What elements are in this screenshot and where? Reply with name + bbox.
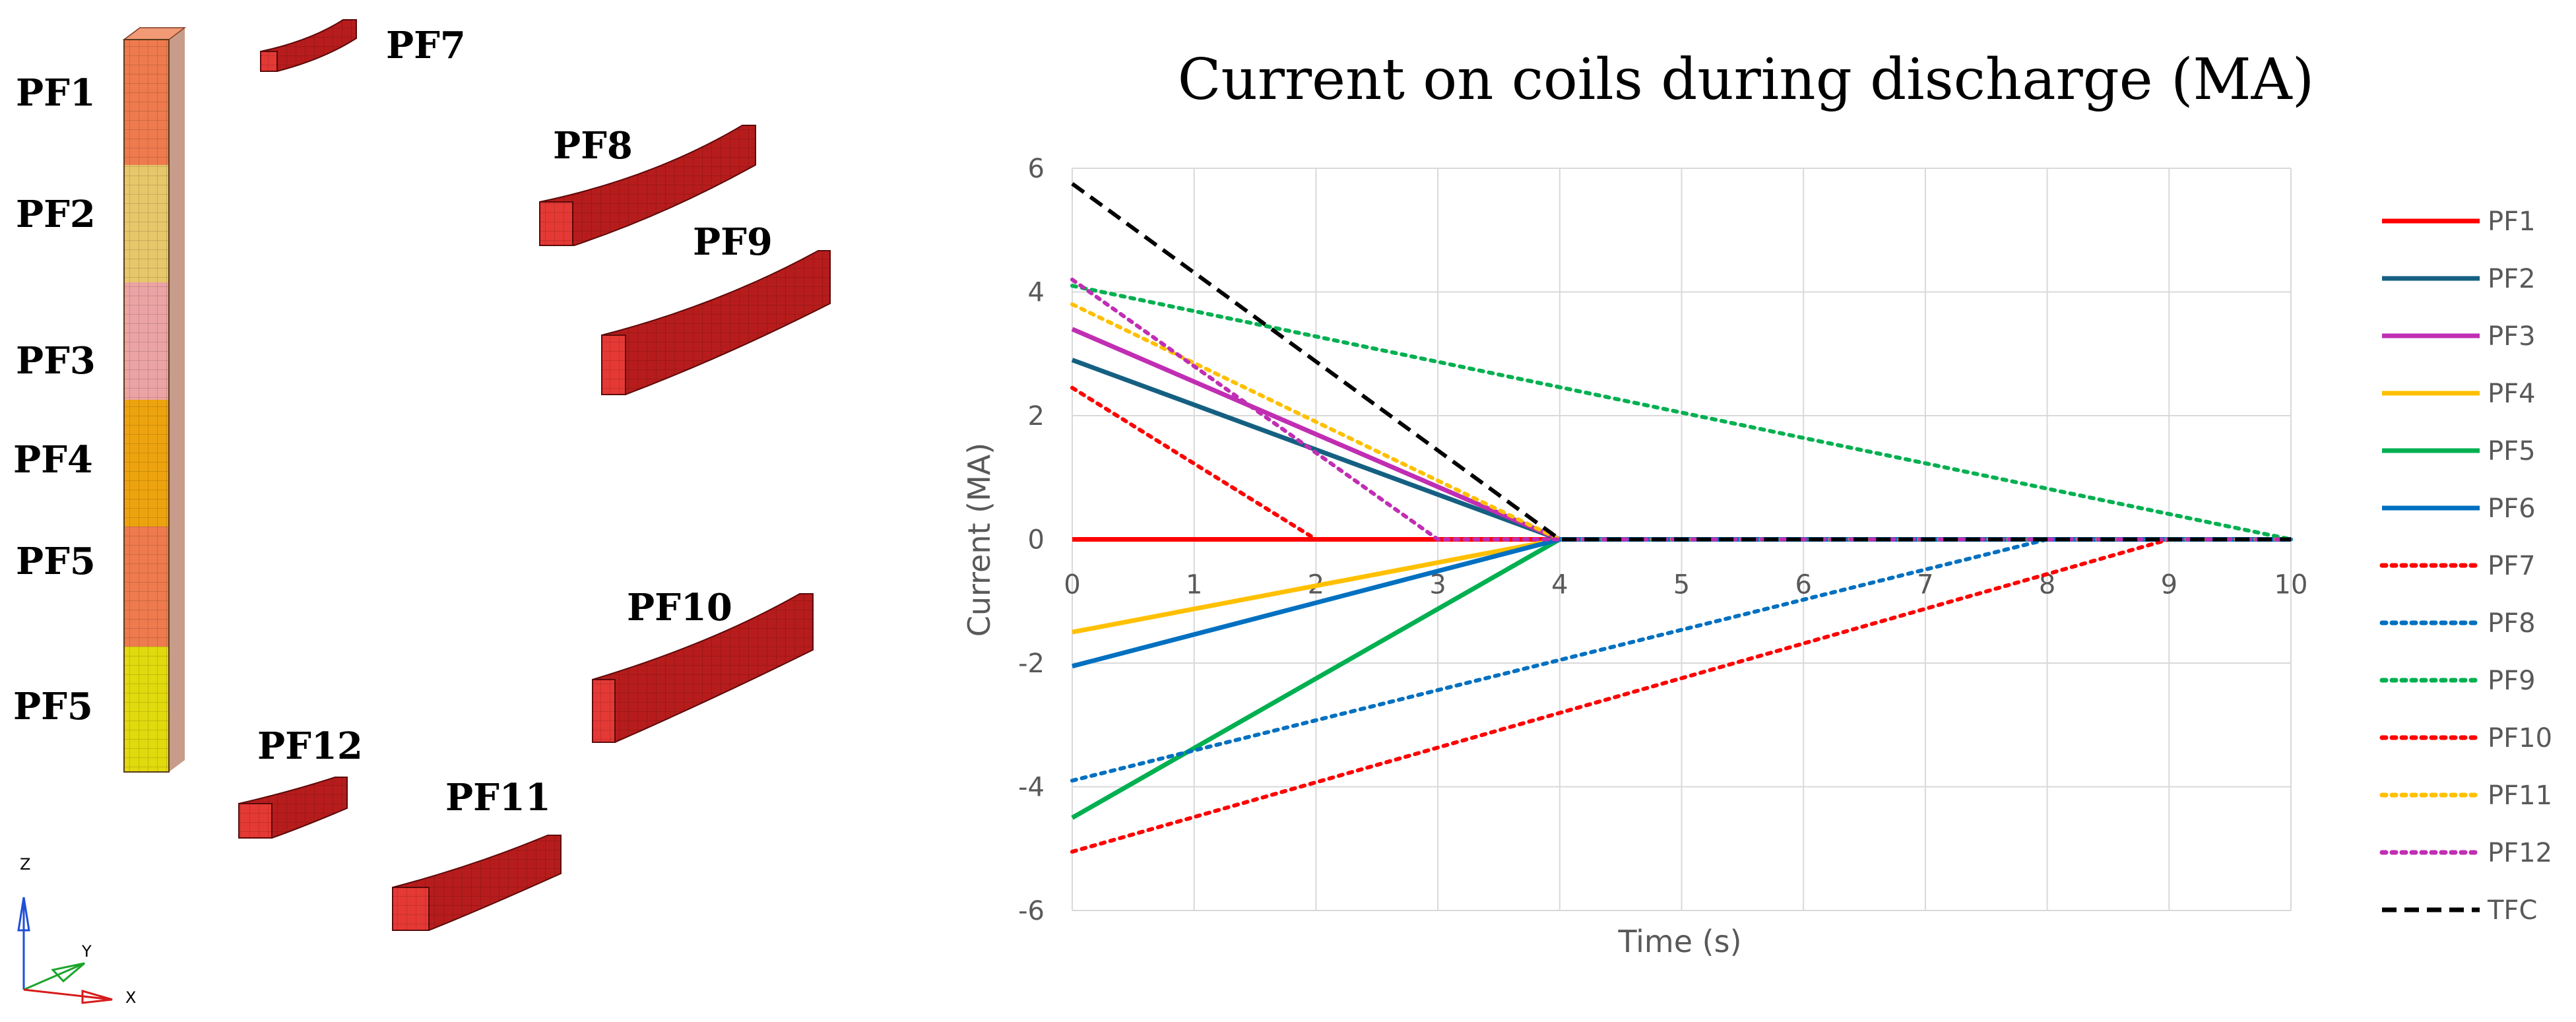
x-tick-label-1: 1 (1186, 570, 1202, 600)
y-axis-title: Current (MA) (961, 443, 997, 637)
legend-label-pf11: PF11 (2488, 781, 2552, 811)
coil-pf9 (601, 250, 831, 395)
legend-label-pf9: PF9 (2488, 666, 2536, 696)
triad-label-x: X (125, 988, 136, 1007)
triad-z-arrow (17, 897, 30, 932)
x-tick-label-7: 7 (1917, 570, 1933, 600)
legend-label-pf4: PF4 (2488, 379, 2536, 409)
chart-legend: PF1 PF2 PF3 PF4 PF5 PF6 PF7 PF8 PF9 PF10 PF11 PF12 T… (2379, 207, 2552, 926)
legend-label-pf10: PF10 (2488, 723, 2552, 753)
legend-label-pf6: PF6 (2488, 494, 2536, 524)
x-tick-label-0: 0 (1064, 570, 1080, 600)
coil-label-pf11: PF11 (445, 776, 551, 819)
series-line-pf12 (1070, 277, 2293, 542)
coil-pf11 (392, 835, 562, 931)
coil-label-pf7: PF7 (386, 24, 466, 67)
legend-label-pf1: PF1 (2488, 207, 2536, 237)
x-tick-label-9: 9 (2161, 570, 2177, 600)
legend-label-pf2: PF2 (2488, 264, 2536, 294)
triad-y-axis (23, 962, 85, 991)
triad-y-arrow (51, 962, 85, 983)
x-tick-label-4: 4 (1551, 570, 1568, 600)
x-tick-label-6: 6 (1795, 570, 1811, 600)
coil-label-pf9: PF9 (693, 220, 773, 264)
triad-x-arrow (81, 990, 113, 1004)
y-tick-label-3: 0 (1028, 525, 1045, 556)
y-tick-labels: 6 4 2 0 -2 -4 -6 (1018, 154, 1045, 926)
series-layer (1070, 181, 2293, 854)
y-tick-label-5: -4 (1018, 773, 1045, 803)
y-tick-label-2: 2 (1028, 401, 1045, 431)
column-mesh-overlay (124, 40, 169, 772)
chart-title: Current on coils during discharge (MA) (1178, 47, 2315, 113)
discharge-chart: Current on coils during discharge (MA) 0… (961, 47, 2552, 959)
coil-diagram: PF1 PF2 PF3 PF4 PF5 PF5 PF7 PF8 PF9 (13, 19, 831, 1007)
coil-pf10 (592, 593, 814, 743)
x-axis-title: Time (s) (1617, 924, 1741, 959)
x-tick-labels: 0 1 2 3 4 5 6 7 8 9 10 (1064, 570, 2307, 600)
axis-triad: Z Y X (17, 855, 136, 1007)
coil-pf12 (238, 777, 348, 839)
column-label-pf5b: PF5 (13, 685, 93, 728)
x-tick-label-5: 5 (1673, 570, 1690, 600)
triad-label-y: Y (81, 942, 92, 961)
triad-x-axis (23, 988, 113, 1001)
legend-label-pf3: PF3 (2488, 321, 2536, 352)
column-label-pf5a: PF5 (16, 540, 96, 583)
coil-label-pf10: PF10 (627, 586, 732, 629)
column-outline (123, 39, 170, 773)
legend-label-pf7: PF7 (2488, 551, 2536, 581)
coil-label-pf8: PF8 (553, 124, 633, 168)
legend-label-pf5: PF5 (2488, 436, 2536, 466)
y-tick-label-1: 4 (1028, 278, 1045, 308)
x-tick-label-10: 10 (2274, 570, 2308, 600)
legend-label-pf8: PF8 (2488, 608, 2536, 639)
column-side-face (169, 28, 185, 772)
legend-label-tfc: TFC (2487, 895, 2537, 926)
column-label-pf1: PF1 (16, 71, 96, 115)
y-tick-label-4: -2 (1018, 649, 1045, 679)
column-label-pf4: PF4 (13, 438, 93, 482)
y-tick-label-0: 6 (1028, 154, 1045, 184)
series-line-tfc (1071, 181, 2291, 542)
triad-label-z: Z (20, 855, 30, 874)
column-label-pf2: PF2 (16, 193, 96, 236)
legend-label-pf12: PF12 (2488, 838, 2552, 868)
coil-label-pf12: PF12 (257, 724, 363, 768)
column-label-pf3: PF3 (16, 339, 96, 383)
y-tick-label-6: -6 (1018, 896, 1045, 926)
coil-pf7 (260, 19, 357, 72)
coil-pf8 (539, 125, 756, 246)
series-line-pf9 (1070, 284, 2293, 542)
central-solenoid-column: PF1 PF2 PF3 PF4 PF5 PF5 (13, 27, 187, 773)
series-line-pf7 (1070, 385, 2293, 542)
